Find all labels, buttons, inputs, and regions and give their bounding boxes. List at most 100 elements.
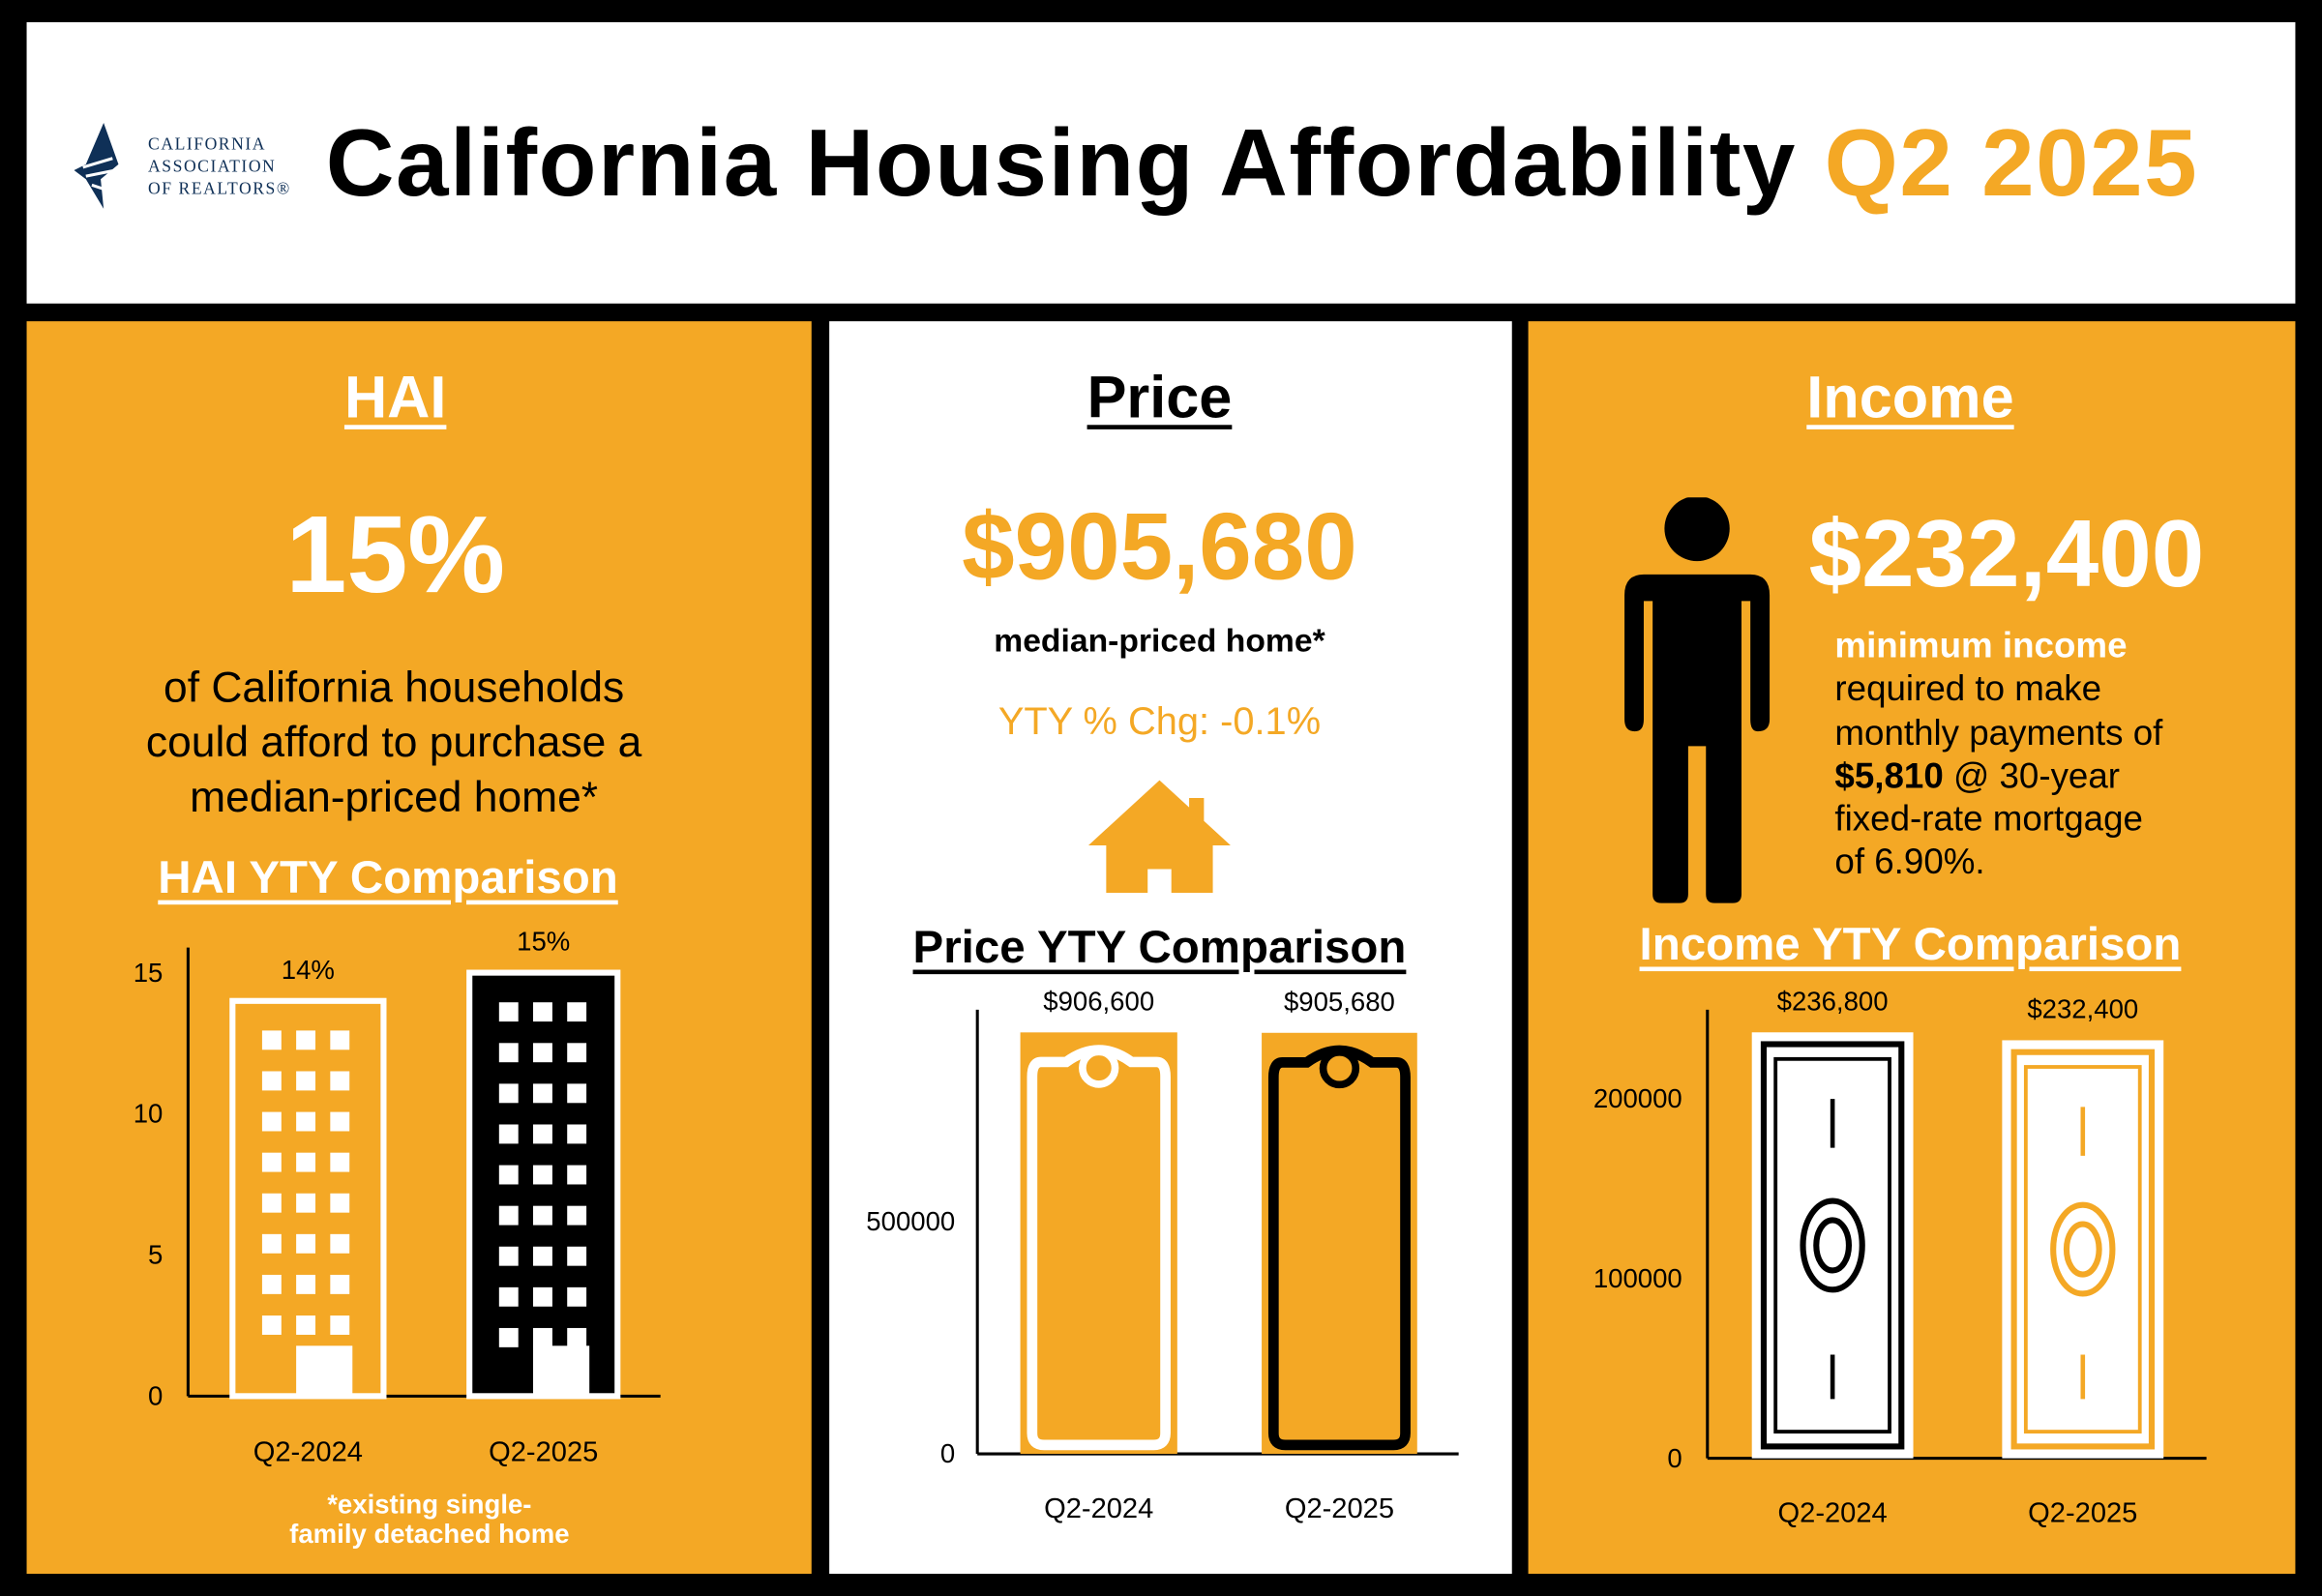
car-logo-icon xyxy=(74,123,119,209)
y-tick-label: 10 xyxy=(134,1099,164,1129)
bar xyxy=(1020,1032,1177,1455)
window xyxy=(567,1002,587,1022)
dollar-bill-icon xyxy=(1751,1032,1914,1459)
window xyxy=(567,1124,587,1144)
income-comparison-title: Income YTY Comparison xyxy=(1639,917,2182,970)
price-caption: median-priced home* xyxy=(994,621,1325,660)
price-comparison-title: Price YTY Comparison xyxy=(912,921,1407,973)
window xyxy=(533,1165,552,1185)
window xyxy=(567,1205,587,1226)
window xyxy=(261,1111,282,1132)
window xyxy=(330,1152,350,1172)
income-description: minimum income required to make monthly … xyxy=(1834,625,2162,885)
x-tick-label: Q2-2024 xyxy=(1044,1493,1153,1524)
window xyxy=(330,1111,350,1132)
window xyxy=(296,1315,316,1335)
tag-outline xyxy=(1027,1045,1171,1451)
dollar-bill-icon xyxy=(2002,1040,2164,1459)
window xyxy=(498,1043,519,1063)
price-value: $905,680 xyxy=(962,492,1357,600)
window xyxy=(296,1152,316,1172)
house-icon xyxy=(1087,780,1231,893)
building-icon xyxy=(229,997,387,1400)
y-tick-label: 15 xyxy=(134,958,164,988)
x-tick-label: Q2-2024 xyxy=(253,1437,363,1468)
data-label: $232,400 xyxy=(2027,993,2138,1023)
window xyxy=(498,1286,519,1307)
window xyxy=(296,1030,316,1050)
bill-border xyxy=(2010,1049,2156,1450)
window xyxy=(498,1002,519,1022)
window xyxy=(330,1274,350,1294)
window xyxy=(330,1030,350,1050)
desc-line: median-priced home* xyxy=(190,774,599,822)
window xyxy=(498,1327,519,1347)
window xyxy=(330,1193,350,1213)
window xyxy=(567,1083,587,1104)
window xyxy=(533,1002,552,1022)
desc-line: could afford to purchase a xyxy=(145,719,642,767)
desc-line: fixed-rate mortgage xyxy=(1834,799,2143,841)
window xyxy=(533,1327,552,1347)
y-tick-label: 0 xyxy=(148,1381,163,1411)
building-icon xyxy=(466,969,621,1400)
bill-inner-border xyxy=(1773,1056,1891,1434)
logo-line: OF REALTORS® xyxy=(148,180,291,199)
title-text: California Housing Affordability xyxy=(325,109,1797,217)
window xyxy=(533,1043,552,1063)
bill-seal-inner xyxy=(1813,1217,1853,1274)
income-panel: Income $232,400 minimum income required … xyxy=(1528,321,2296,1575)
price-heading: Price xyxy=(1087,366,1233,431)
window xyxy=(296,1274,316,1294)
price-tag-icon xyxy=(1262,1032,1417,1455)
monthly-payment: $5,810 xyxy=(1834,755,1944,797)
window xyxy=(498,1246,519,1266)
hai-value: 15% xyxy=(285,492,506,616)
door xyxy=(296,1345,353,1397)
footnote-line: *existing single- xyxy=(327,1489,532,1520)
logo-text: CALIFORNIA ASSOCIATION OF REALTORS® xyxy=(148,134,291,201)
y-tick-label: 0 xyxy=(940,1438,955,1468)
desc-line: of 6.90%. xyxy=(1834,842,1985,883)
window xyxy=(533,1286,552,1307)
window xyxy=(261,1274,282,1294)
y-tick-label: 200000 xyxy=(1593,1083,1682,1113)
x-tick-label: Q2-2025 xyxy=(2028,1497,2137,1528)
window xyxy=(296,1111,316,1132)
tag-hole xyxy=(1079,1048,1119,1088)
window xyxy=(567,1327,587,1347)
bar xyxy=(1262,1032,1417,1455)
desc-line: of California households xyxy=(164,665,625,713)
data-label: $236,800 xyxy=(1777,986,1889,1016)
x-tick-label: Q2-2025 xyxy=(1285,1493,1394,1524)
desc-line: required to make xyxy=(1834,669,2102,710)
window xyxy=(498,1124,519,1144)
hai-description: of California households could afford to… xyxy=(146,662,641,826)
y-tick-label: 100000 xyxy=(1593,1263,1682,1293)
data-label: $906,600 xyxy=(1043,986,1154,1016)
hai-comparison-title: HAI YTY Comparison xyxy=(158,851,618,903)
hai-footnote: *existing single- family detached home xyxy=(289,1490,569,1549)
header: CALIFORNIA ASSOCIATION OF REALTORS® Cali… xyxy=(26,21,2296,304)
window xyxy=(567,1043,587,1063)
window xyxy=(296,1193,316,1213)
bill-seal xyxy=(2050,1201,2116,1297)
y-tick-label: 5 xyxy=(148,1240,163,1270)
x-tick-label: Q2-2024 xyxy=(1778,1497,1888,1528)
window xyxy=(533,1246,552,1266)
window xyxy=(261,1071,282,1091)
window xyxy=(533,1124,552,1144)
person-icon xyxy=(1624,497,1771,903)
tag-outline xyxy=(1267,1045,1411,1451)
window xyxy=(498,1205,519,1226)
window xyxy=(296,1071,316,1091)
price-yty-change: YTY % Chg: -0.1% xyxy=(997,698,1322,744)
window xyxy=(330,1233,350,1254)
y-tick-label: 500000 xyxy=(866,1206,955,1236)
window xyxy=(330,1315,350,1335)
hai-heading: HAI xyxy=(343,366,447,431)
window xyxy=(261,1233,282,1254)
window xyxy=(261,1193,282,1213)
window xyxy=(330,1071,350,1091)
